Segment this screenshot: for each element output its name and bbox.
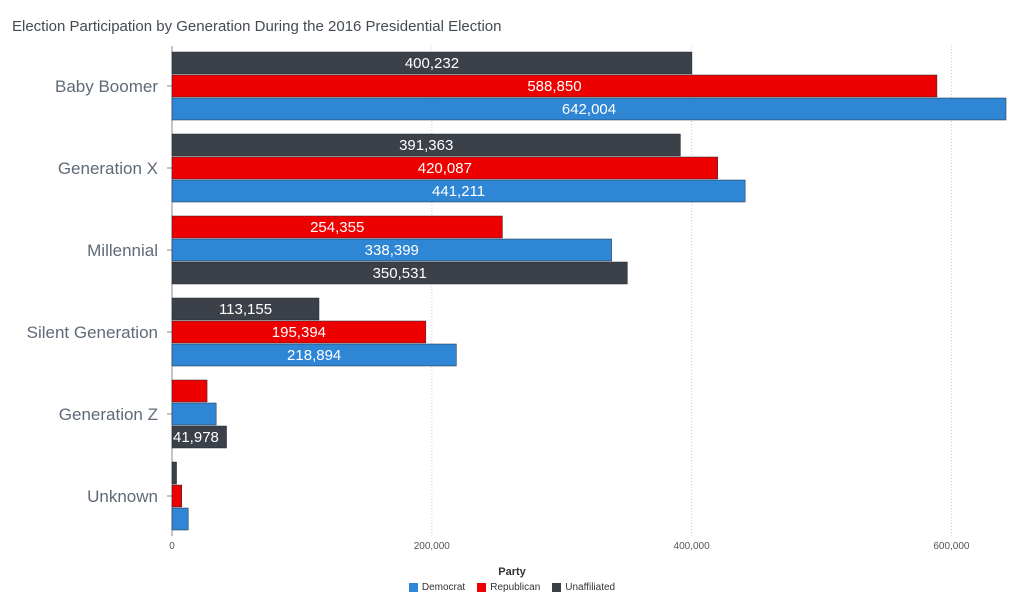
x-tick-label: 200,000 [414, 541, 451, 552]
data-label: 254,355 [310, 219, 364, 236]
data-label: 441,211 [432, 183, 485, 200]
legend-label: Democrat [421, 582, 466, 593]
legend-swatch [408, 583, 418, 592]
legend: Party Democrat Republican Unaffiliated [0, 566, 1024, 593]
category-label: Baby Boomer [55, 77, 158, 96]
category-label: Generation X [58, 159, 158, 178]
legend-label: Unaffiliated [565, 582, 616, 593]
bar-unaffiliated [171, 261, 628, 285]
x-tick-label: 400,000 [674, 541, 711, 552]
bar-democrat [171, 97, 1007, 121]
bar-unaffiliated [171, 51, 693, 75]
legend-item-republican[interactable]: Republican [477, 582, 540, 593]
category-label: Silent Generation [27, 323, 158, 342]
bar-unaffiliated [171, 425, 227, 449]
bar-republican [171, 156, 718, 180]
legend-label: Republican [490, 582, 541, 593]
bar-republican [171, 320, 427, 344]
legend-swatch [477, 583, 487, 592]
data-label: 113,155 [219, 301, 272, 318]
legend-title: Party [498, 566, 526, 578]
legend-item-democrat[interactable]: Democrat [408, 582, 466, 593]
data-label: 400,232 [405, 55, 459, 72]
x-tick-label: 0 [169, 541, 175, 552]
bar-chart: 0 200,000 400,000 600,000 Baby Boomer 400,232… [27, 46, 1007, 552]
data-label: 218,894 [287, 347, 341, 364]
data-label: 391,363 [399, 137, 453, 154]
bar-unaffiliated [171, 461, 177, 485]
bar-republican [171, 215, 503, 239]
category-label: Generation Z [59, 405, 158, 424]
bar-democrat [171, 238, 612, 262]
bar-republican [171, 379, 208, 403]
chart-title: Election Participation by Generation Dur… [12, 18, 502, 35]
bar-republican [171, 74, 938, 98]
legend-item-unaffiliated[interactable]: Unaffiliated [552, 582, 615, 593]
data-label: 642,004 [562, 101, 616, 118]
legend-swatch [552, 583, 562, 592]
data-label: 420,087 [418, 160, 472, 177]
bar-republican [171, 484, 182, 508]
bar-democrat [171, 507, 189, 531]
bar-unaffiliated [171, 133, 681, 157]
legend-items: Democrat Republican Unaffiliated [0, 582, 1024, 593]
bar-democrat [171, 402, 217, 426]
category-label: Millennial [87, 241, 158, 260]
data-label: 338,399 [365, 242, 419, 259]
data-label: 41,978 [173, 429, 219, 446]
category-label: Unknown [87, 487, 158, 506]
bar-democrat [171, 179, 746, 203]
data-label: 350,531 [373, 265, 427, 282]
bar-democrat [171, 343, 457, 367]
data-label: 195,394 [272, 324, 326, 341]
data-label: 588,850 [527, 78, 581, 95]
x-tick-label: 600,000 [933, 541, 970, 552]
bar-unaffiliated [171, 297, 320, 321]
